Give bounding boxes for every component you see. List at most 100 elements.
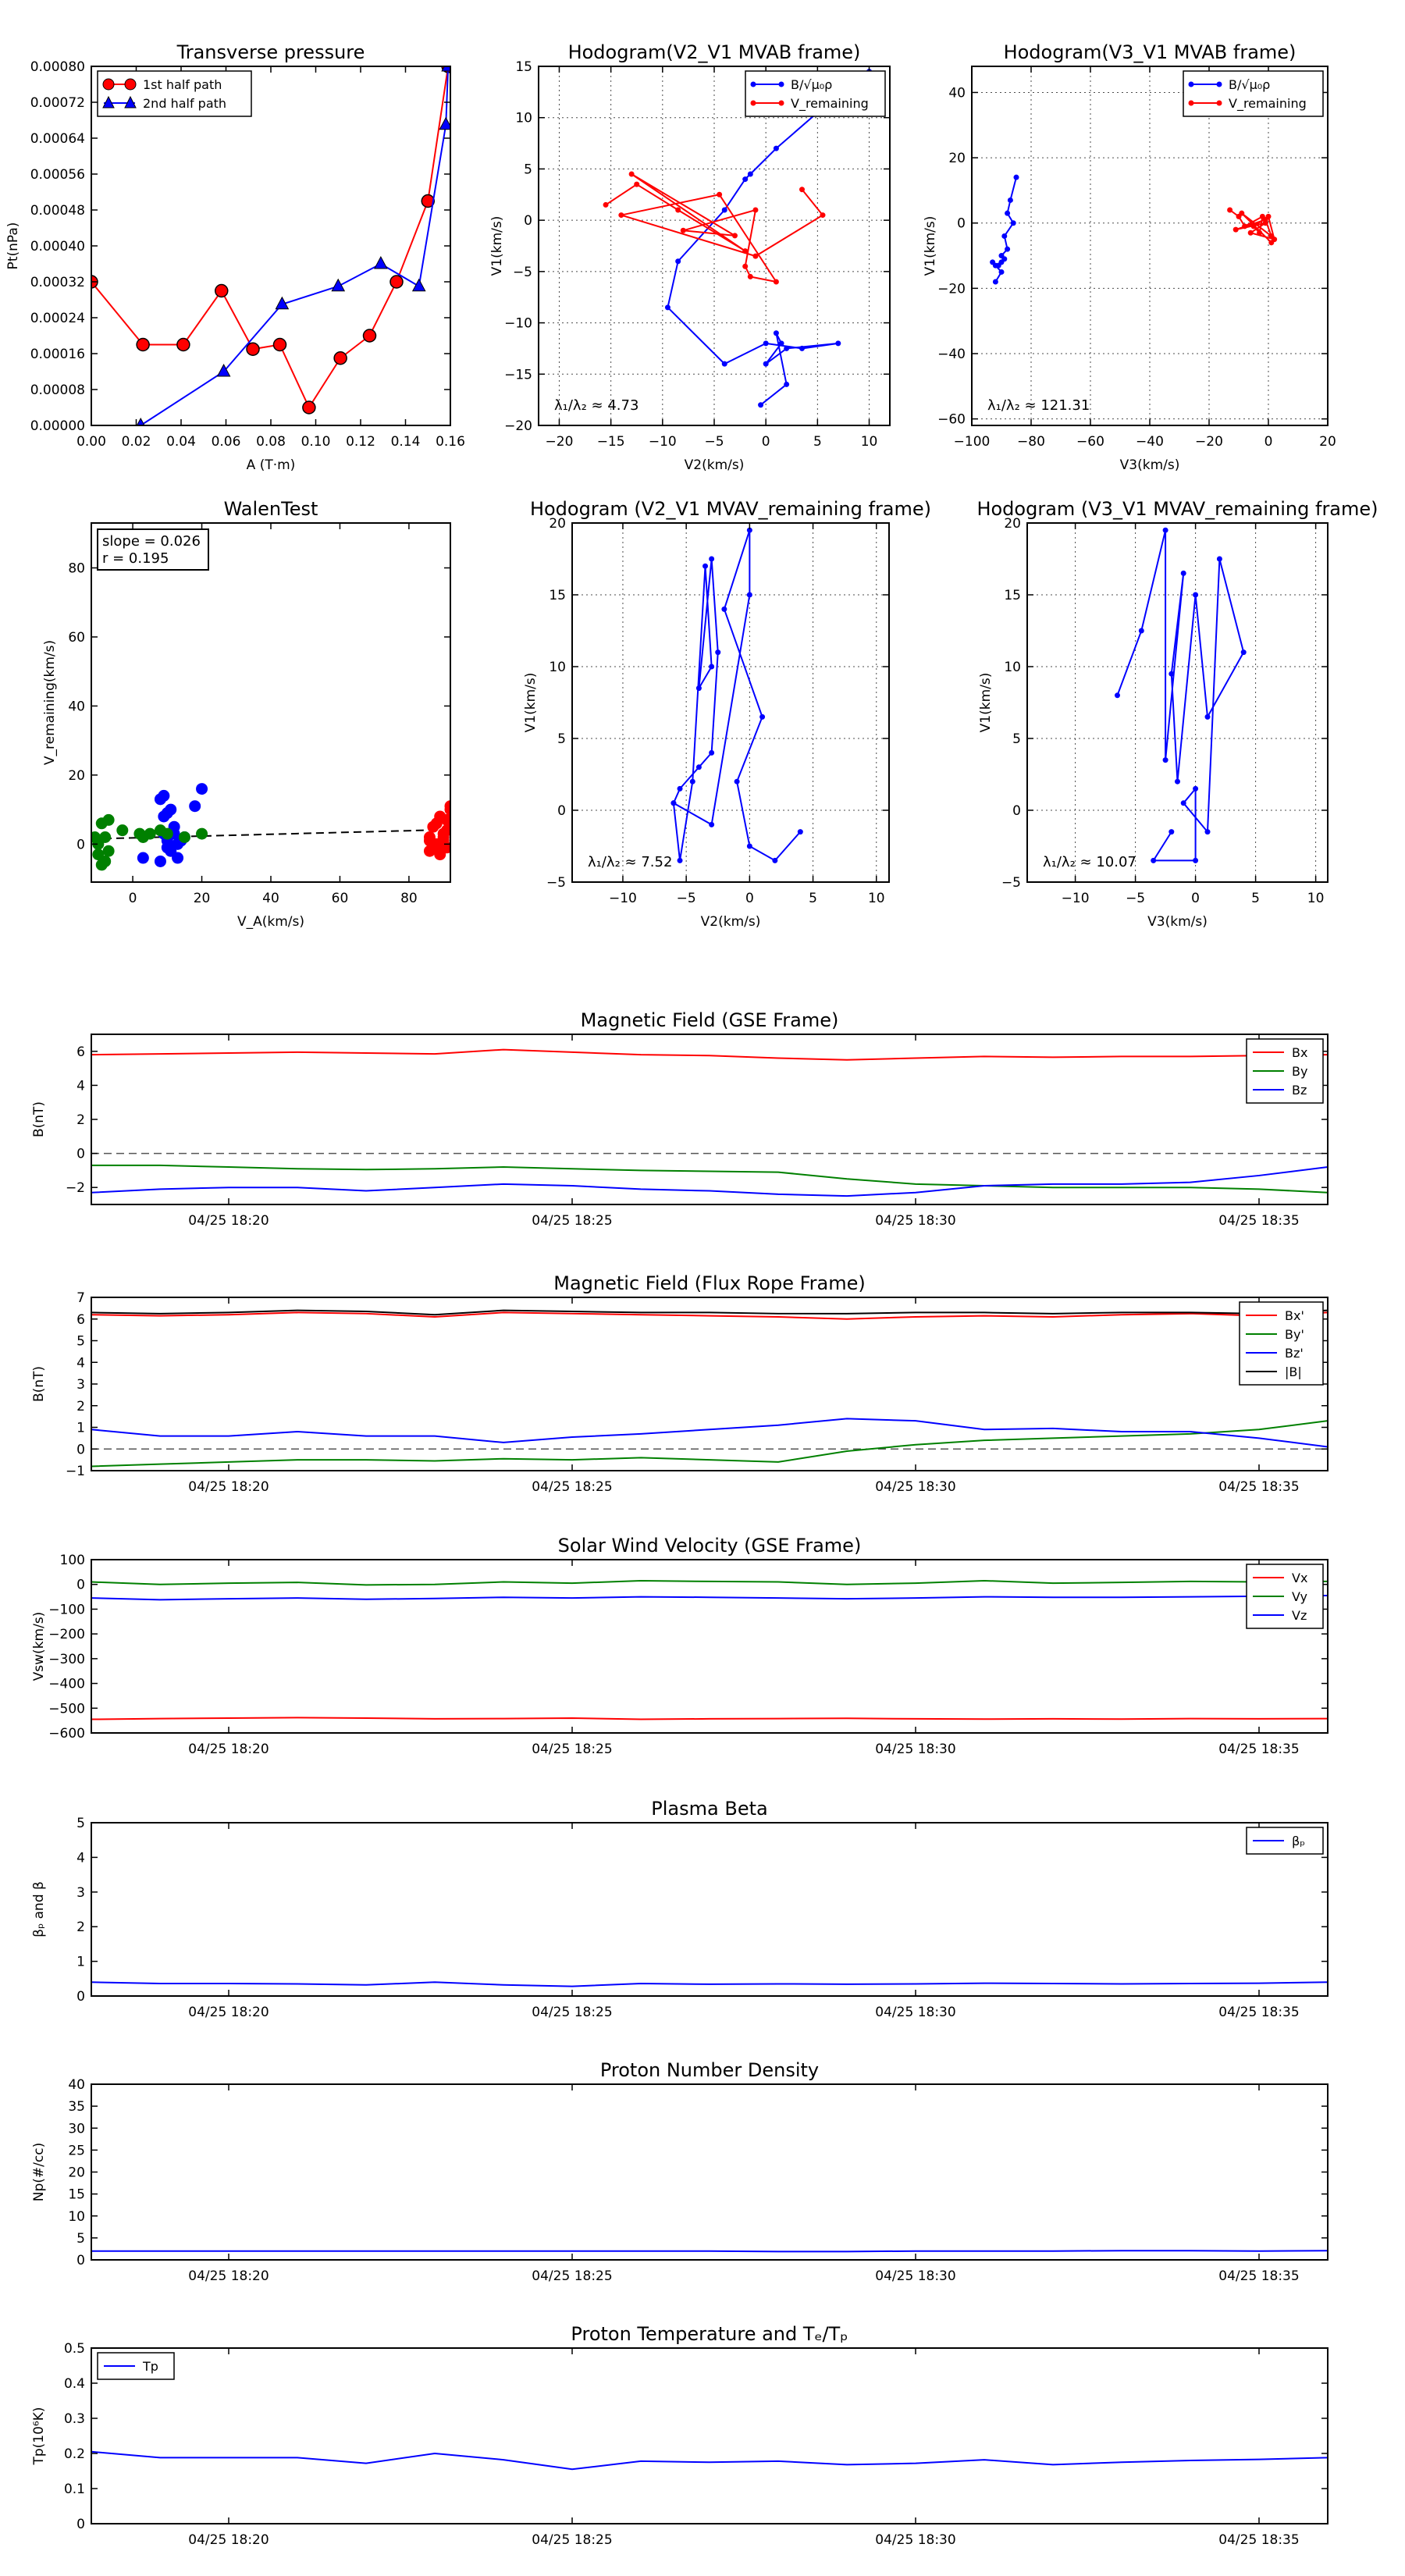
y-tick-label: 25 xyxy=(68,2143,85,2158)
chart-h3: Hodogram (V2_V1 MVAV_remaining frame) −10… xyxy=(523,498,931,930)
y-tick-label: 0 xyxy=(76,1147,85,1162)
legend-marker xyxy=(1188,100,1194,106)
data-point xyxy=(1257,229,1263,236)
y-tick-label: −15 xyxy=(504,367,532,382)
chart-h4: Hodogram (V3_V1 MVAV_remaining frame) −10… xyxy=(976,498,1378,930)
data-point xyxy=(995,262,1001,269)
y-tick-label: −500 xyxy=(48,1701,85,1717)
chart-title: Hodogram(V2_V1 MVAB frame) xyxy=(568,41,861,63)
chart-h1: Hodogram(V2_V1 MVAB frame) −20 −15 −10 −5 0 5 1… xyxy=(489,41,891,473)
chart-title: Magnetic Field (GSE Frame) xyxy=(581,1009,839,1031)
y-tick-label: 4 xyxy=(76,1355,85,1371)
chart-title: Magnetic Field (Flux Rope Frame) xyxy=(553,1272,865,1294)
series-line-1 xyxy=(605,173,824,283)
y-axis-label: V1(km/s) xyxy=(489,216,505,276)
scatter-point xyxy=(99,831,112,843)
legend-marker xyxy=(1216,100,1222,106)
chart-ts3: Solar Wind Velocity (GSE Frame) 04/25 18:… xyxy=(31,1535,1329,1757)
data-point xyxy=(702,563,709,569)
data-point xyxy=(675,258,681,265)
data-point xyxy=(680,227,686,233)
y-tick-label: 20 xyxy=(948,151,966,166)
legend-label: Bz' xyxy=(1285,1346,1304,1361)
x-tick-label: 04/25 18:35 xyxy=(1218,1479,1299,1495)
data-point xyxy=(715,649,721,656)
x-tick-label: 5 xyxy=(813,434,822,450)
legend-marker xyxy=(778,81,784,87)
data-point xyxy=(1138,628,1144,634)
chart-ts2: Magnetic Field (Flux Rope Frame) 04/25 18… xyxy=(31,1272,1329,1495)
y-tick-label: 0.00080 xyxy=(30,59,85,75)
data-point xyxy=(677,785,683,792)
plot-frame xyxy=(91,1559,1329,1734)
scatter-point xyxy=(102,845,115,857)
y-tick-label: 0 xyxy=(524,213,532,229)
data-area xyxy=(91,2450,1328,2471)
data-point xyxy=(992,279,998,285)
plot-frame xyxy=(91,1297,1329,1471)
plot-frame xyxy=(91,1034,1329,1205)
y-tick-label: 2 xyxy=(76,1920,85,1935)
x-tick-label: 04/25 18:35 xyxy=(1218,2005,1299,2020)
x-tick-label: 04/25 18:35 xyxy=(1218,2268,1299,2284)
data-point xyxy=(421,194,435,208)
x-tick-label: 04/25 18:25 xyxy=(532,1742,612,1757)
series-line-0 xyxy=(91,66,450,410)
data-point xyxy=(1162,757,1168,763)
plot-frame xyxy=(91,2347,1329,2524)
y-axis-label: Tp(10⁶K) xyxy=(31,2407,47,2465)
data-point xyxy=(758,402,764,408)
data-area xyxy=(670,527,803,863)
data-point xyxy=(215,283,229,298)
legend-label: Bx xyxy=(1292,1045,1307,1060)
data-point xyxy=(1168,829,1175,835)
y-tick-label: 0.5 xyxy=(64,2341,85,2357)
x-tick-label: 0.04 xyxy=(166,434,196,450)
plot-frame xyxy=(91,1822,1329,1997)
data-point xyxy=(784,345,790,351)
x-tick-label: 0.02 xyxy=(122,434,151,450)
y-tick-label: 0 xyxy=(557,803,566,819)
data-point xyxy=(689,778,695,785)
chart-title: Hodogram(V3_V1 MVAB frame) xyxy=(1004,41,1297,63)
data-point xyxy=(759,713,766,720)
data-point xyxy=(331,278,346,292)
y-tick-label: −200 xyxy=(48,1627,85,1642)
ratio-annotation: λ₁/λ₂ ≈ 4.73 xyxy=(554,397,638,414)
y-tick-label: 15 xyxy=(68,2187,85,2203)
y-tick-label: −1 xyxy=(66,1464,85,1479)
y-tick-label: −20 xyxy=(504,418,532,434)
scatter-point xyxy=(441,824,450,837)
data-point xyxy=(634,181,640,187)
x-tick-label: −20 xyxy=(1195,434,1223,450)
x-tick-label: 0.14 xyxy=(391,434,421,450)
scatter-point xyxy=(189,800,201,813)
data-point xyxy=(709,556,715,562)
legend-marker xyxy=(750,100,756,106)
data-point xyxy=(709,821,715,827)
series-line-1 xyxy=(91,1420,1328,1468)
chart-title: Plasma Beta xyxy=(651,1798,767,1820)
y-tick-label: 5 xyxy=(1012,731,1021,747)
series-line-3 xyxy=(91,1309,1328,1316)
x-tick-label: 0.06 xyxy=(212,434,241,450)
x-tick-label: 04/25 18:20 xyxy=(188,2532,269,2548)
y-tick-label: 60 xyxy=(68,630,85,646)
data-point xyxy=(1162,527,1168,533)
legend-marker xyxy=(102,78,115,91)
data-point xyxy=(302,400,316,415)
y-tick-label: 15 xyxy=(515,59,532,75)
data-point xyxy=(747,171,753,177)
legend-label: Vx xyxy=(1292,1571,1307,1585)
x-tick-label: −15 xyxy=(597,434,625,450)
legend-label: Vz xyxy=(1292,1608,1307,1623)
x-tick-label: −5 xyxy=(1126,891,1145,906)
y-tick-label: 0 xyxy=(76,2517,85,2532)
y-tick-label: 0.00024 xyxy=(30,311,85,326)
data-point xyxy=(799,345,805,351)
chart-walen: WalenTest 0 20 40 60 80 0 20 40 60 80 V_A(km/s) V_re… xyxy=(42,498,451,930)
data-point xyxy=(1175,778,1180,785)
ratio-annotation: λ₁/λ₂ ≈ 121.31 xyxy=(987,397,1090,414)
fit-line xyxy=(91,828,450,840)
